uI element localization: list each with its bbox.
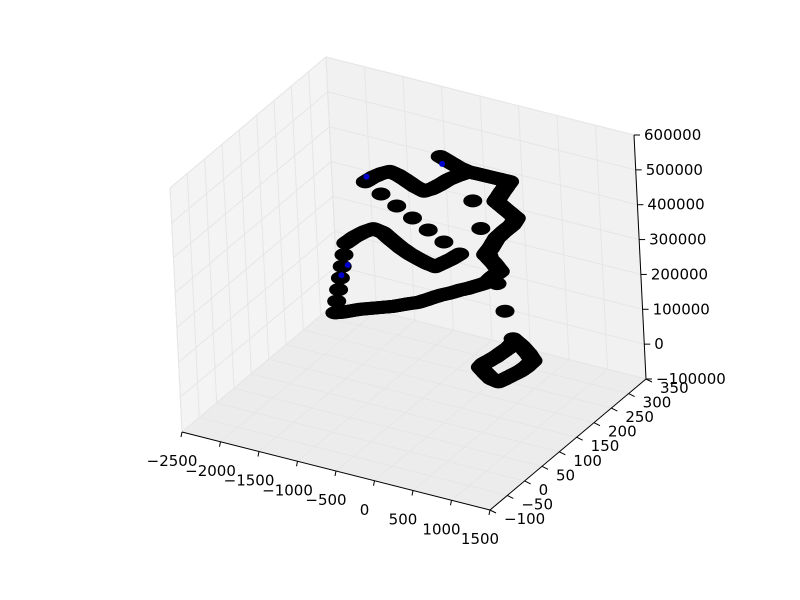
data-point	[450, 247, 470, 261]
data-point	[487, 277, 507, 291]
z-grid-line	[176, 195, 642, 328]
highlight-point	[439, 160, 446, 167]
y-tick-mark	[576, 436, 583, 441]
x-tick-label: −1500	[224, 472, 275, 490]
y-tick-mark	[524, 480, 531, 485]
highlight-point	[363, 173, 370, 180]
y-tick-label: 0	[539, 481, 549, 499]
data-point	[455, 166, 475, 180]
x-tick-mark	[257, 451, 260, 457]
x-tick-mark	[411, 490, 414, 496]
y-tick-mark	[541, 465, 549, 470]
data-point	[334, 248, 354, 262]
y-tick-mark	[489, 509, 497, 514]
data-point	[325, 306, 345, 320]
z-grid-line	[169, 56, 635, 189]
y-tick-mark	[628, 393, 635, 398]
z-tick-label: 100000	[653, 300, 710, 318]
y-tick-label: 50	[556, 466, 575, 484]
z-grid-line	[173, 126, 638, 259]
highlight-point	[338, 272, 345, 279]
z-tick-label: 400000	[647, 196, 704, 214]
y-tick-label: −50	[521, 495, 553, 513]
x-tick-label: 0	[360, 501, 370, 519]
x-tick-mark	[180, 431, 183, 438]
highlight-point	[344, 262, 351, 268]
data-point	[327, 294, 347, 308]
data-point	[403, 211, 422, 225]
x-tick-label: 1500	[461, 530, 499, 548]
z-grid-line	[174, 161, 640, 293]
y-tick-label: 350	[660, 379, 689, 397]
x-tick-mark	[296, 461, 298, 467]
axis-lines	[180, 134, 653, 516]
z-grid-line	[171, 91, 636, 224]
data-point	[329, 283, 349, 297]
z-grid-line	[178, 230, 643, 363]
y-tick-mark	[593, 422, 601, 427]
y-tick-label: 300	[643, 394, 672, 412]
z-tick-label: 600000	[644, 126, 701, 144]
tick-labels: −2500−2000−1500−1000−500050010001500−100…	[147, 126, 726, 548]
data-point	[371, 187, 391, 201]
x-tick-mark	[450, 500, 452, 506]
y-tick-label: −100	[504, 510, 545, 528]
x-tick-mark	[334, 470, 337, 477]
data-point	[503, 336, 523, 350]
x-tick-mark	[488, 509, 491, 516]
z-tick-label: 0	[654, 335, 664, 353]
x-tick-label: 1000	[422, 520, 460, 538]
z-axis-line	[633, 134, 647, 380]
data-point	[434, 235, 454, 249]
y-tick-mark	[559, 451, 566, 456]
data-point	[463, 194, 483, 208]
data-point	[495, 304, 515, 318]
z-tick-label: 200000	[651, 265, 708, 283]
x-tick-label: −1000	[262, 481, 313, 499]
x-tick-label: −2000	[185, 462, 236, 480]
data-points	[325, 150, 543, 389]
y-axis-line	[489, 378, 647, 511]
data-point	[418, 223, 438, 237]
y-tick-label: 200	[608, 423, 637, 441]
z-tick-label: −100000	[656, 370, 726, 388]
y-tick-mark	[611, 407, 618, 412]
x-tick-mark	[373, 480, 375, 486]
x-tick-mark	[219, 441, 221, 447]
y-tick-label: 150	[591, 437, 620, 455]
y-tick-label: 100	[573, 452, 602, 470]
x-tick-label: −2500	[147, 452, 198, 470]
x-tick-label: 500	[389, 511, 418, 529]
y-tick-mark	[507, 494, 514, 499]
data-point	[471, 222, 491, 235]
x-tick-label: −500	[305, 491, 346, 509]
data-point	[387, 199, 407, 213]
data-point	[479, 249, 499, 263]
y-tick-label: 250	[625, 408, 654, 426]
z-tick-label: 300000	[649, 231, 706, 249]
z-tick-label: 500000	[646, 161, 703, 179]
